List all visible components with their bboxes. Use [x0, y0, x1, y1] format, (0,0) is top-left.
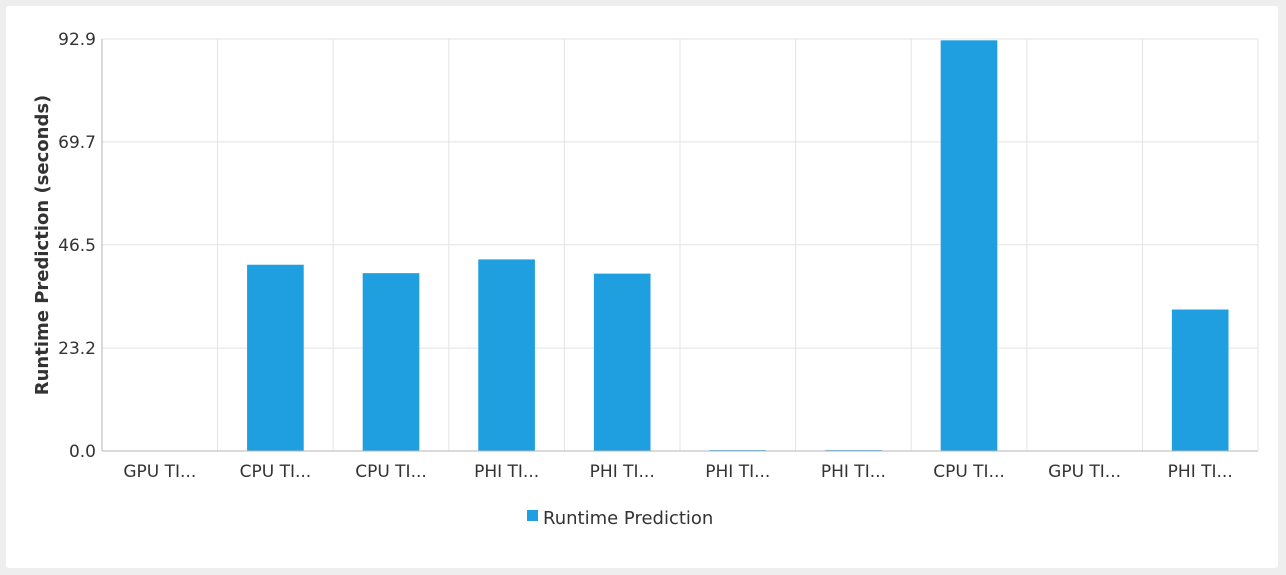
x-tick-label: CPU TI...	[240, 462, 312, 482]
grid	[102, 38, 1259, 452]
bar[interactable]	[247, 264, 304, 451]
legend-swatch	[527, 510, 538, 521]
x-tick-label: PHI TI...	[821, 462, 886, 482]
y-tick-label: 46.5	[58, 236, 96, 256]
bar[interactable]	[362, 273, 420, 451]
x-tick-label: CPU TI...	[933, 462, 1005, 482]
x-tick-label: CPU TI...	[355, 462, 427, 482]
y-tick-labels: 0.0 23.2 46.5 69.7 92.9	[58, 30, 96, 462]
y-axis-title: Runtime Prediction (seconds)	[32, 95, 53, 396]
x-tick-label: GPU TI...	[123, 462, 196, 482]
x-tick-label: PHI TI...	[590, 462, 655, 482]
legend-label: Runtime Prediction	[543, 508, 713, 529]
y-tick-label: 0.0	[69, 442, 96, 462]
y-tick-label: 69.7	[58, 133, 96, 153]
bars	[247, 40, 1229, 451]
legend[interactable]: Runtime Prediction	[527, 508, 713, 529]
bar[interactable]	[478, 259, 535, 451]
x-tick-label: PHI TI...	[705, 462, 770, 482]
x-tick-label: GPU TI...	[1048, 462, 1121, 482]
x-tick-labels: GPU TI... CPU TI... CPU TI... PHI TI... PHI …	[123, 462, 1232, 482]
x-tick-label: PHI TI...	[1168, 462, 1233, 482]
x-tick-label: PHI TI...	[474, 462, 539, 482]
y-tick-label: 23.2	[58, 339, 96, 359]
y-tick-label: 92.9	[58, 30, 96, 50]
axes	[101, 39, 1258, 452]
bar[interactable]	[593, 273, 651, 451]
bar[interactable]	[1171, 309, 1229, 451]
bar[interactable]	[940, 40, 998, 451]
